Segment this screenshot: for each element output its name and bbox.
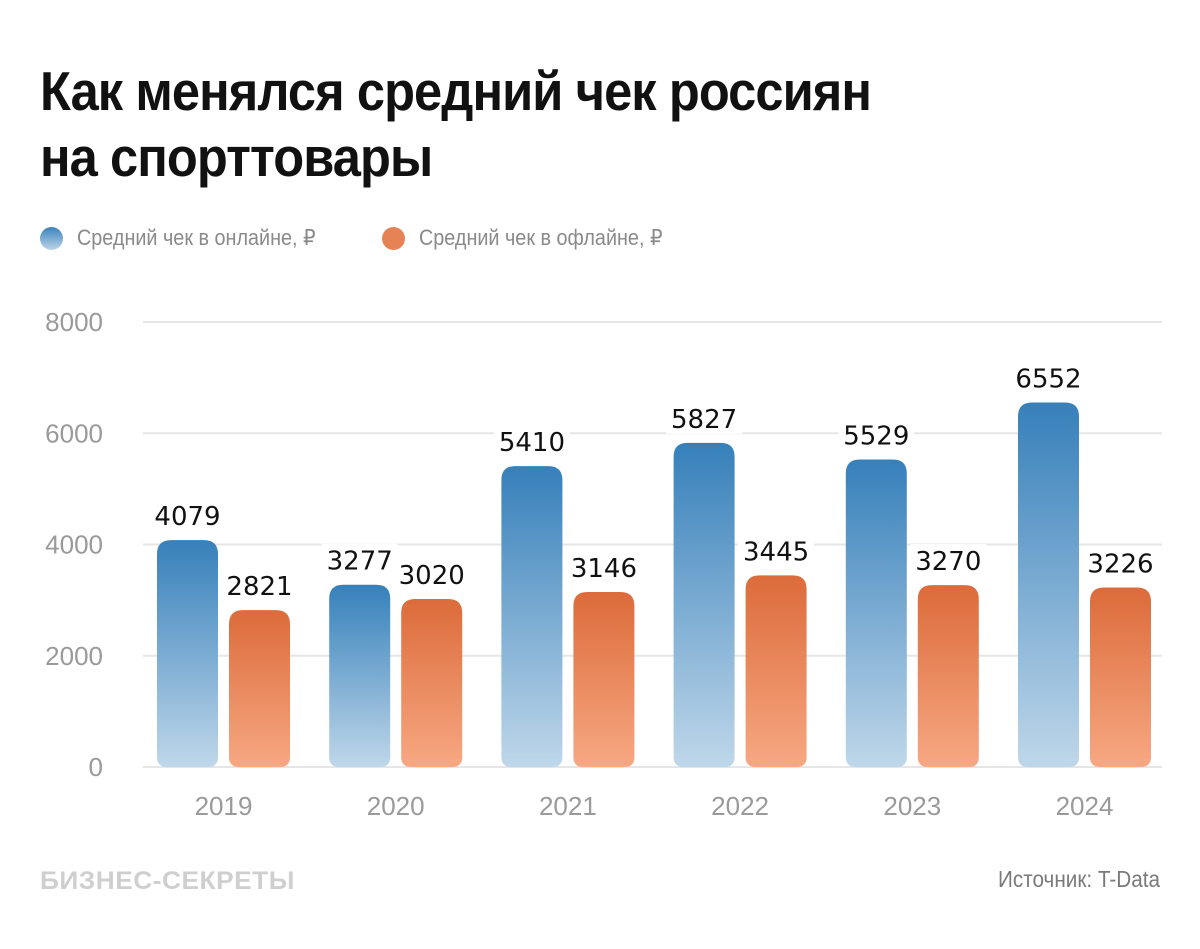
x-tick-label-2020: 2020 xyxy=(367,791,425,821)
x-tick-label-2024: 2024 xyxy=(1056,791,1114,821)
data-label-bg xyxy=(666,401,743,434)
legend-label-offline: Средний чек в офлайне, ₽ xyxy=(419,225,663,250)
data-label-bg xyxy=(321,543,398,576)
legend-circle-orange-icon xyxy=(382,226,406,250)
data-label-bg xyxy=(493,425,570,458)
bar-online-2023 xyxy=(845,459,907,767)
data-label-online-2024: 6552 xyxy=(1015,365,1081,395)
legend-circle-blue-icon xyxy=(40,226,63,250)
x-axis-ticks: 2019 2020 2021 2022 2023 2024 xyxy=(195,791,1114,821)
brand-logo: БИЗНЕС-СЕКРЕТЫ xyxy=(40,867,295,895)
chart-title-line-1: Как менялся средний чек россиян xyxy=(40,60,872,122)
y-axis-ticks: 0 2000 4000 6000 8000 xyxy=(45,307,103,782)
data-label-bg xyxy=(738,534,815,567)
data-label-bg xyxy=(393,558,470,591)
source-note: Источник: T-Data xyxy=(998,866,1160,892)
data-label-offline-2021: 3146 xyxy=(571,554,637,584)
data-label-online-2019: 4079 xyxy=(154,502,220,532)
y-tick-label: 4000 xyxy=(45,530,103,560)
data-label-offline-2023: 3270 xyxy=(915,547,981,577)
data-label-bg xyxy=(565,551,642,584)
bar-offline-2023 xyxy=(917,585,979,767)
x-tick-label-2023: 2023 xyxy=(883,791,941,821)
data-label-bg xyxy=(910,544,987,577)
data-label-bg xyxy=(1010,361,1087,394)
bar-online-2024 xyxy=(1018,402,1079,767)
data-label-offline-2020: 3020 xyxy=(399,561,465,591)
data-label-offline-2022: 3445 xyxy=(743,537,809,567)
bar-offline-2020 xyxy=(401,599,463,767)
chart-title-line-2: на спорттовары xyxy=(40,126,433,188)
bar-online-2019 xyxy=(157,540,218,767)
data-label-bg xyxy=(838,418,915,451)
data-label-online-2022: 5827 xyxy=(671,405,737,435)
data-label-bg xyxy=(149,499,226,532)
y-tick-label: 2000 xyxy=(45,641,103,671)
bar-offline-2019 xyxy=(229,610,290,767)
bar-online-2021 xyxy=(501,466,563,767)
data-label-offline-2019: 2821 xyxy=(226,572,292,602)
bar-online-2020 xyxy=(329,584,391,767)
x-tick-label-2021: 2021 xyxy=(539,791,597,821)
legend-item-offline: Средний чек в офлайне, ₽ xyxy=(382,225,690,251)
data-label-online-2021: 5410 xyxy=(499,428,565,458)
data-labels: 4079 2821 3277 3020 5410 3146 5827 3445 5529 3270… xyxy=(149,361,1159,602)
legend-label-online: Средний чек в онлайне, ₽ xyxy=(77,225,316,250)
legend-item-online: Средний чек в онлайне, ₽ xyxy=(40,225,342,251)
x-tick-label-2022: 2022 xyxy=(711,791,769,821)
y-tick-label: 6000 xyxy=(45,418,103,448)
data-label-bg xyxy=(1082,546,1159,579)
bars xyxy=(157,402,1151,767)
y-tick-label: 0 xyxy=(89,752,103,782)
y-tick-label: 8000 xyxy=(45,307,103,337)
bar-offline-2021 xyxy=(573,592,635,767)
data-label-online-2020: 3277 xyxy=(327,547,393,577)
data-label-bg xyxy=(221,569,298,602)
x-tick-label-2019: 2019 xyxy=(195,791,253,821)
data-label-offline-2024: 3226 xyxy=(1087,550,1153,580)
bar-offline-2024 xyxy=(1090,587,1151,767)
grid-lines xyxy=(143,321,1162,768)
chart-title: Как менялся средний чек россиян на спорт… xyxy=(40,58,1052,190)
bar-online-2022 xyxy=(673,442,735,767)
legend: Средний чек в онлайне, ₽ Средний чек в о… xyxy=(40,225,730,251)
data-label-online-2023: 5529 xyxy=(843,421,909,451)
bar-offline-2022 xyxy=(745,575,807,767)
